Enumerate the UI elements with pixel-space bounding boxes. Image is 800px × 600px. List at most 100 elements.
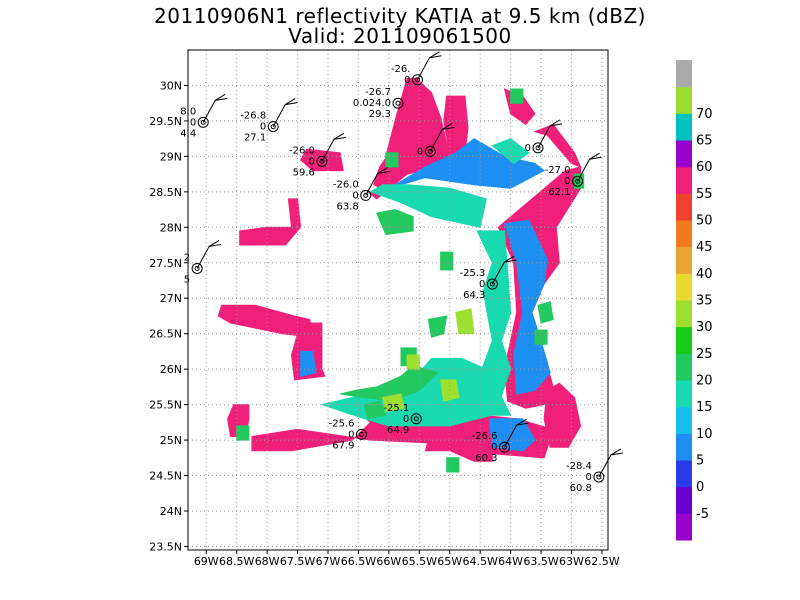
x-tick-label: 64W bbox=[498, 555, 523, 568]
colorbar-bin-2 bbox=[676, 460, 692, 488]
reflectivity-region-20 bbox=[491, 138, 530, 165]
storm-observation-layer: -26.0-26.70.024.029.38.004.4-26.8027.1-2… bbox=[180, 51, 623, 494]
obs-value-label: 5 bbox=[184, 274, 190, 285]
colorbar-label: 15 bbox=[696, 400, 713, 415]
storm-center-icon bbox=[535, 145, 541, 151]
storm-center-icon bbox=[414, 77, 420, 83]
obs-pressure-label: -26.8 bbox=[240, 111, 266, 122]
wind-barb-flag-icon bbox=[333, 132, 345, 140]
storm-symbol-icon bbox=[410, 413, 422, 425]
y-tick-label: 28.5N bbox=[149, 186, 182, 199]
colorbar-label: 40 bbox=[696, 267, 713, 282]
reflectivity-region-18 bbox=[369, 184, 487, 228]
obs-pressure-label: -25.6 bbox=[329, 418, 355, 429]
colorbar-label: -5 bbox=[696, 507, 709, 522]
storm-symbol-icon bbox=[532, 142, 544, 154]
storm-symbol-icon bbox=[267, 121, 279, 133]
colorbar-bin-9 bbox=[676, 273, 692, 301]
obs-value-label: 59.6 bbox=[293, 167, 315, 178]
storm-center-icon bbox=[363, 192, 369, 198]
x-tick-label: 63.5W bbox=[523, 555, 558, 568]
wind-barb-flag-icon bbox=[516, 418, 527, 426]
storm-center-icon bbox=[395, 100, 401, 106]
reflectivity-region-33 bbox=[363, 400, 387, 420]
obs-value-label: 67.9 bbox=[332, 440, 354, 451]
colorbar-label: 60 bbox=[696, 160, 713, 175]
obs-level-label: 0 bbox=[417, 146, 423, 157]
storm-center-icon bbox=[358, 431, 364, 437]
y-tick-label: 26.5N bbox=[149, 328, 182, 341]
y-tick-label: 27N bbox=[160, 292, 182, 305]
storm-symbol-icon bbox=[572, 175, 584, 187]
wind-barb-flag-icon bbox=[504, 255, 515, 263]
reflectivity-region-27 bbox=[385, 152, 399, 168]
colorbar-label: 45 bbox=[696, 240, 713, 255]
storm-center-icon bbox=[200, 119, 206, 125]
obs-pressure-label: -25.1 bbox=[383, 403, 409, 414]
obs-level-label: 0 bbox=[260, 122, 266, 133]
obs-value-label: 64.3 bbox=[463, 290, 485, 301]
wind-barb-flag-icon bbox=[214, 93, 226, 101]
wind-barb-flag-icon bbox=[442, 122, 453, 130]
obs-pressure-label: -26.6 bbox=[472, 431, 498, 442]
storm-center-icon bbox=[502, 444, 508, 450]
obs-value-label: 63.8 bbox=[336, 201, 358, 212]
x-tick-label: 65.5W bbox=[402, 555, 437, 568]
obs-value-label: 60.3 bbox=[475, 453, 497, 464]
colorbar: -5 0 5 10 15 20 25 30 35 40 45 50 55 60 65 70 bbox=[676, 60, 713, 541]
obs-level-label: 0 bbox=[348, 429, 354, 440]
colorbar-bin-4 bbox=[676, 406, 692, 434]
storm-obs-marker-5: 0 bbox=[417, 122, 455, 157]
storm-symbol-icon bbox=[355, 428, 367, 440]
x-tick-label: 68W bbox=[255, 555, 280, 568]
storm-symbol-icon bbox=[424, 145, 436, 157]
colorbar-bin-10 bbox=[676, 246, 692, 274]
axis-layer: 69W 68.5W 68W 67.5W 67W 66.5W 66W 65.5W 65W 64.5W… bbox=[149, 79, 619, 568]
reflectivity-region-8 bbox=[239, 198, 302, 246]
storm-symbol-icon bbox=[316, 155, 328, 167]
reflectivity-region-16 bbox=[488, 418, 536, 452]
storm-symbol-icon bbox=[191, 262, 203, 274]
storm-center-icon bbox=[270, 124, 276, 130]
x-tick-label: 66W bbox=[376, 555, 401, 568]
obs-value-label: 29.3 bbox=[369, 109, 391, 120]
obs-level-label: 0 bbox=[491, 442, 497, 453]
x-tick-label: 68.5W bbox=[219, 555, 254, 568]
storm-symbol-icon bbox=[197, 116, 209, 128]
storm-obs-marker-1: -26.70.024.029.3 bbox=[353, 87, 404, 120]
y-tick-label: 25.5N bbox=[149, 399, 182, 412]
colorbar-bin-8 bbox=[676, 300, 692, 328]
storm-center-icon bbox=[489, 281, 495, 287]
colorbar-label: 35 bbox=[696, 294, 713, 309]
obs-pressure-label: -27.0 bbox=[545, 165, 571, 176]
obs-pressure-label: -28.4 bbox=[566, 461, 592, 472]
reflectivity-region-24 bbox=[427, 315, 448, 338]
wind-barb-flag-icon bbox=[284, 98, 296, 106]
storm-obs-marker-2: 8.004.4 bbox=[180, 93, 228, 139]
storm-center-icon bbox=[575, 178, 581, 184]
x-tick-label: 66.5W bbox=[341, 555, 376, 568]
colorbar-bin-3 bbox=[676, 433, 692, 461]
colorbar-bin-17 bbox=[676, 60, 692, 88]
wind-barb-flag-icon bbox=[429, 51, 440, 59]
storm-symbol-icon bbox=[593, 471, 605, 483]
x-tick-label: 67.5W bbox=[280, 555, 315, 568]
plot-frame bbox=[187, 49, 609, 551]
wind-barb-flag-icon bbox=[377, 166, 388, 174]
y-tick-label: 24.5N bbox=[149, 470, 182, 483]
x-tick-label: 67W bbox=[316, 555, 341, 568]
y-tick-label: 28N bbox=[160, 221, 182, 234]
storm-center-icon bbox=[596, 474, 602, 480]
x-tick-label: 62.5W bbox=[584, 555, 619, 568]
reflectivity-region-34 bbox=[446, 457, 460, 473]
x-tick-label: 65W bbox=[437, 555, 462, 568]
colorbar-bin-1 bbox=[676, 486, 692, 514]
x-tick-label: 64.5W bbox=[462, 555, 497, 568]
reflectivity-region-23 bbox=[375, 209, 414, 235]
obs-level-label: 0.024.0 bbox=[353, 98, 391, 109]
